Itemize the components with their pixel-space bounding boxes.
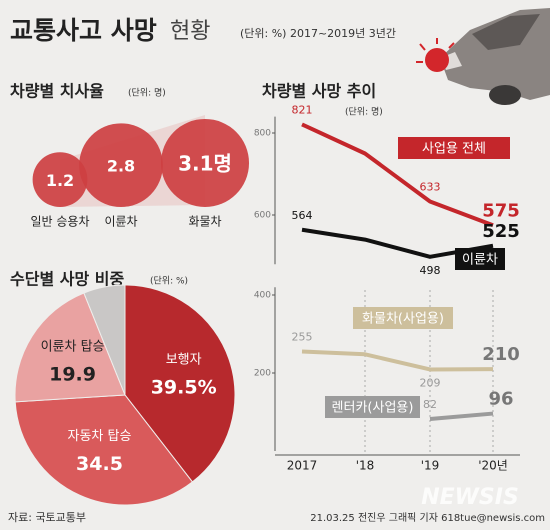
value-label: 564 bbox=[292, 209, 313, 222]
slice-label: 이륜차 탑승 bbox=[41, 339, 105, 354]
watermark: NEWSIS bbox=[421, 485, 519, 510]
value-label: 2.8 bbox=[107, 157, 135, 176]
legend-label: 사업용 전체 bbox=[422, 142, 486, 157]
credit: 21.03.25 전진우 그래픽 기자 618tue@newsis.com bbox=[310, 512, 545, 524]
title-suffix: 현황 bbox=[170, 19, 210, 44]
value-label: 39.5% bbox=[151, 376, 217, 398]
value-label: 3.1명 bbox=[178, 151, 232, 175]
category-label: 화물차 bbox=[188, 215, 221, 229]
value-label: 525 bbox=[482, 221, 520, 242]
bubble bbox=[79, 123, 163, 207]
value-label: 209 bbox=[420, 376, 441, 389]
section-title: 차량별 사망 추이 bbox=[262, 82, 376, 101]
car-illustration bbox=[416, 8, 550, 105]
unit-label: (단위: %) bbox=[150, 276, 188, 287]
legend-box bbox=[325, 396, 420, 418]
legend-box bbox=[455, 248, 505, 270]
title: 교통사고 사망 bbox=[10, 16, 157, 45]
category-label: 일반 승용차 bbox=[30, 215, 89, 229]
category-label: 이륜차 bbox=[104, 215, 137, 229]
value-label: 255 bbox=[292, 331, 313, 344]
section-title: 수단별 사망 비중 bbox=[10, 270, 124, 289]
y-tick-label: 600 bbox=[254, 211, 271, 221]
value-label: 19.9 bbox=[49, 363, 96, 385]
value-label: 82 bbox=[423, 398, 437, 411]
subtitle: (단위: %) 2017~2019년 3년간 bbox=[240, 27, 396, 40]
line-series bbox=[301, 349, 494, 372]
y-tick-label: 200 bbox=[254, 369, 271, 379]
value-label: 633 bbox=[420, 180, 441, 193]
value-label: 498 bbox=[420, 264, 441, 277]
section-title: 차량별 치사율 bbox=[10, 82, 104, 101]
pie-slice bbox=[124, 284, 236, 483]
slice-label: 보행자 bbox=[166, 351, 202, 367]
value-label: 1.2 bbox=[46, 171, 74, 190]
y-tick-label: 800 bbox=[254, 129, 271, 139]
unit-label: (단위: 명) bbox=[128, 88, 166, 99]
bubble bbox=[160, 118, 250, 207]
legend-box bbox=[353, 307, 453, 329]
x-tick-label: '18 bbox=[356, 459, 375, 473]
value-label: 210 bbox=[482, 344, 520, 365]
unit-label: (단위: 명) bbox=[345, 107, 383, 118]
bubble bbox=[32, 152, 88, 207]
legend-box bbox=[398, 137, 510, 159]
legend-label: 화물차(사업용) bbox=[362, 312, 444, 327]
pie-slice bbox=[14, 292, 126, 403]
x-tick-label: 2017 bbox=[287, 459, 318, 473]
slice-label: 자동차 탑승 bbox=[68, 429, 132, 444]
x-tick-label: '19 bbox=[421, 459, 440, 473]
x-tick-label: '20년 bbox=[478, 459, 508, 473]
pie-slice bbox=[83, 284, 126, 396]
value-label: 96 bbox=[488, 389, 513, 410]
pie-slice bbox=[14, 394, 194, 506]
value-label: 821 bbox=[292, 103, 313, 116]
legend-label: 렌터카(사업용) bbox=[332, 401, 414, 416]
value-label: 575 bbox=[482, 200, 520, 221]
legend-label: 이륜차 bbox=[462, 253, 498, 268]
y-tick-label: 400 bbox=[254, 291, 271, 301]
value-label: 34.5 bbox=[76, 453, 123, 475]
line-series bbox=[301, 122, 494, 228]
source: 자료: 국토교통부 bbox=[8, 511, 86, 524]
line-series bbox=[429, 411, 494, 422]
